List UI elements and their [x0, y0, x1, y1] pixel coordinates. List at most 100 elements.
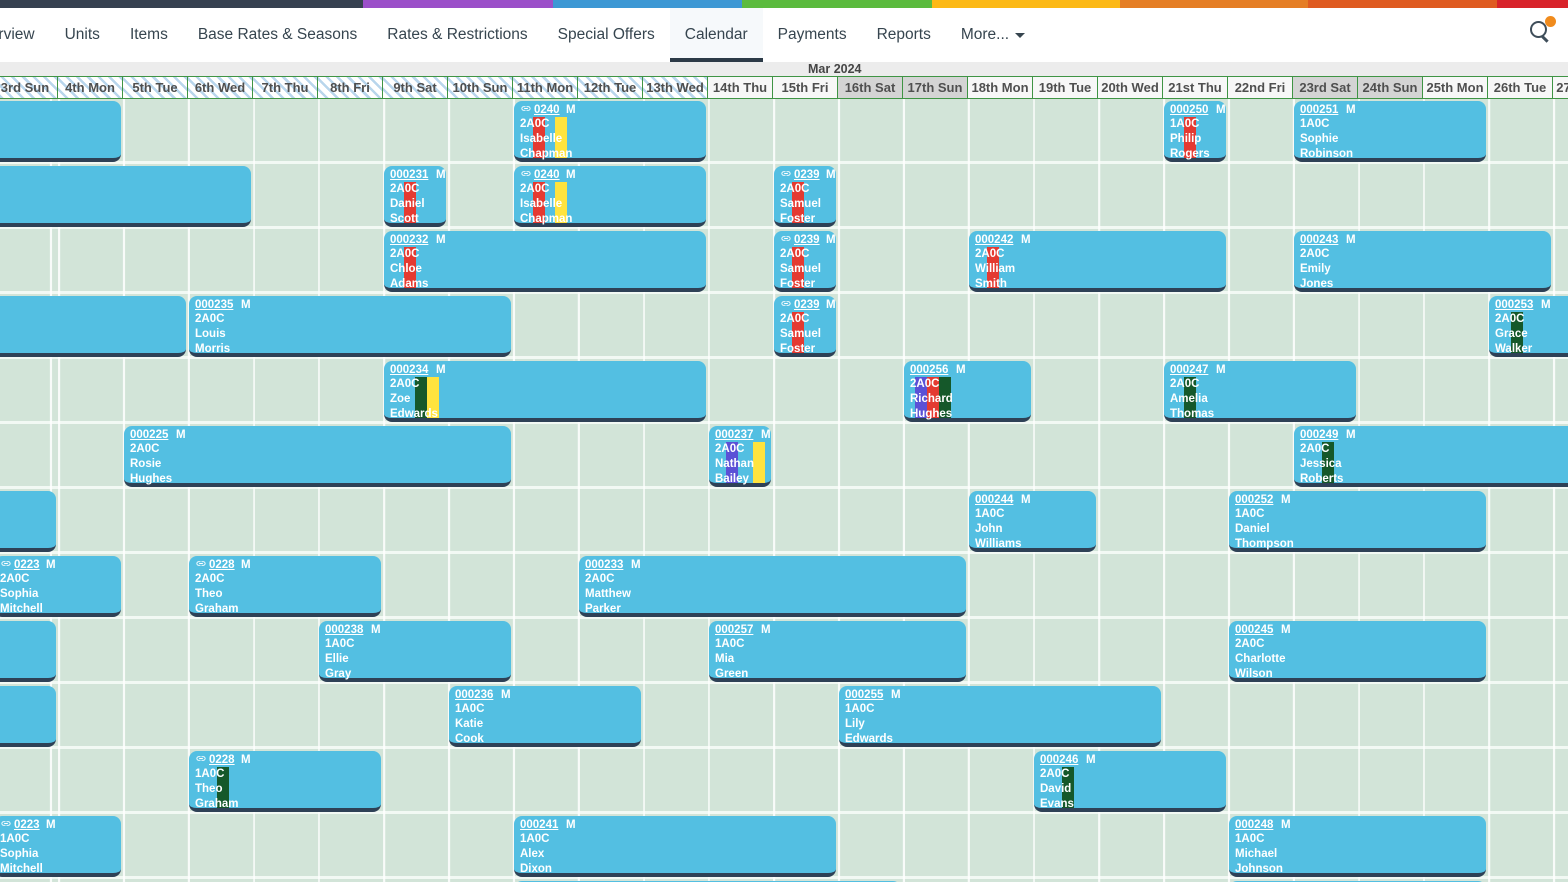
booking-number-link[interactable]: 000245	[1235, 624, 1274, 636]
booking-block-0240[interactable]: 0240 M 2A0C Isabelle Chapman	[514, 101, 706, 162]
booking-block-000235[interactable]: 000235 M 2A0C Louis Morris	[189, 296, 511, 357]
booking-block-0240[interactable]: 0240 M 2A0C Isabelle Chapman	[514, 166, 706, 227]
booking-block[interactable]	[0, 686, 56, 747]
day-header-12th-tue[interactable]: 12th Tue	[578, 77, 643, 98]
booking-block-000225[interactable]: 000225 M 2A0C Rosie Hughes	[124, 426, 511, 487]
booking-m-marker[interactable]: M	[1541, 299, 1551, 311]
tab-special-offers[interactable]: Special Offers	[543, 8, 670, 62]
booking-number-link[interactable]: 000235	[195, 299, 234, 311]
booking-number-link[interactable]: 000257	[715, 624, 754, 636]
tab-more[interactable]: More...	[946, 8, 1040, 62]
booking-m-marker[interactable]: M	[241, 299, 251, 311]
booking-block-0239[interactable]: 0239 M 2A0C Samuel Foster	[774, 296, 836, 357]
tab-base-rates-seasons[interactable]: Base Rates & Seasons	[183, 8, 372, 62]
day-header-24th-sun[interactable]: 24th Sun	[1358, 77, 1423, 98]
booking-number-link[interactable]: 000253	[1495, 299, 1534, 311]
booking-block-000256[interactable]: 000256 M 2A0C Richard Hughes	[904, 361, 1031, 422]
booking-m-marker[interactable]: M	[176, 429, 186, 441]
booking-block-000245[interactable]: 000245 M 2A0C Charlotte Wilson	[1229, 621, 1486, 682]
tab-units[interactable]: Units	[50, 8, 115, 62]
day-header-16th-sat[interactable]: 16th Sat	[838, 77, 903, 98]
booking-number-link[interactable]: 0240	[534, 169, 560, 181]
tab-overview[interactable]: Overview	[0, 8, 50, 62]
booking-number-link[interactable]: 000255	[845, 689, 884, 701]
booking-number-link[interactable]: 0239	[794, 234, 820, 246]
booking-number-link[interactable]: 000251	[1300, 104, 1339, 116]
day-header-17th-sun[interactable]: 17th Sun	[903, 77, 968, 98]
booking-number-link[interactable]: 000242	[975, 234, 1014, 246]
booking-block-000248[interactable]: 000248 M 1A0C Michael Johnson	[1229, 816, 1486, 877]
booking-m-marker[interactable]: M	[371, 624, 381, 636]
booking-block-000246[interactable]: 000246 M 2A0C David Evans	[1034, 751, 1226, 812]
booking-block-000236[interactable]: 000236 M 1A0C Katie Cook	[449, 686, 641, 747]
booking-block[interactable]	[0, 621, 56, 682]
booking-block-0239[interactable]: 0239 M 2A0C Samuel Foster	[774, 166, 836, 227]
booking-number-link[interactable]: 0223	[14, 819, 40, 831]
booking-block-0228[interactable]: 0228 M 1A0C Theo Graham	[189, 751, 381, 812]
booking-block[interactable]	[0, 491, 56, 552]
booking-block-000257[interactable]: 000257 M 1A0C Mia Green	[709, 621, 966, 682]
booking-m-marker[interactable]: M	[1216, 104, 1226, 116]
booking-m-marker[interactable]: M	[1086, 754, 1096, 766]
booking-m-marker[interactable]: M	[1281, 624, 1291, 636]
day-header-14th-thu[interactable]: 14th Thu	[708, 77, 773, 98]
booking-m-marker[interactable]: M	[956, 364, 966, 376]
booking-block-000251[interactable]: 000251 M 1A0C Sophie Robinson	[1294, 101, 1486, 162]
booking-number-link[interactable]: 000243	[1300, 234, 1339, 246]
booking-number-link[interactable]: 0239	[794, 169, 820, 181]
booking-block-000231[interactable]: 000231 M 2A0C Daniel Scott	[384, 166, 446, 227]
booking-block-000253[interactable]: 000253 M 2A0C Grace Walker	[1489, 296, 1568, 357]
booking-number-link[interactable]: 000248	[1235, 819, 1274, 831]
booking-number-link[interactable]: 000252	[1235, 494, 1274, 506]
booking-block-000234[interactable]: 000234 M 2A0C Zoe Edwards	[384, 361, 706, 422]
booking-block-000255[interactable]: 000255 M 1A0C Lily Edwards	[839, 686, 1161, 747]
tab-calendar[interactable]: Calendar	[669, 8, 763, 62]
search-icon[interactable]	[1530, 21, 1547, 38]
day-header-6th-wed[interactable]: 6th Wed	[188, 77, 253, 98]
day-header-9th-sat[interactable]: 9th Sat	[383, 77, 448, 98]
booking-block-000232[interactable]: 000232 M 2A0C Chloe Adams	[384, 231, 706, 292]
booking-block[interactable]	[0, 101, 121, 162]
day-header-20th-wed[interactable]: 20th Wed	[1098, 77, 1163, 98]
booking-number-link[interactable]: 0239	[794, 299, 820, 311]
day-header-25th-mon[interactable]: 25th Mon	[1423, 77, 1488, 98]
booking-m-marker[interactable]: M	[566, 169, 576, 181]
booking-block-0223[interactable]: 0223 M 2A0C Sophia Mitchell	[0, 556, 121, 617]
booking-block-0228[interactable]: 0228 M 2A0C Theo Graham	[189, 556, 381, 617]
booking-m-marker[interactable]: M	[1346, 429, 1356, 441]
day-header-7th-thu[interactable]: 7th Thu	[253, 77, 318, 98]
booking-number-link[interactable]: 0228	[209, 754, 235, 766]
booking-block-000241[interactable]: 000241 M 1A0C Alex Dixon	[514, 816, 836, 877]
booking-number-link[interactable]: 000231	[390, 169, 429, 181]
day-header-18th-mon[interactable]: 18th Mon	[968, 77, 1033, 98]
booking-m-marker[interactable]: M	[46, 819, 56, 831]
day-header-13th-wed[interactable]: 13th Wed	[643, 77, 708, 98]
booking-m-marker[interactable]: M	[1281, 819, 1291, 831]
booking-number-link[interactable]: 000249	[1300, 429, 1339, 441]
booking-number-link[interactable]: 000236	[455, 689, 494, 701]
booking-number-link[interactable]: 000250	[1170, 104, 1209, 116]
day-header-23rd-sat[interactable]: 23rd Sat	[1293, 77, 1358, 98]
booking-m-marker[interactable]: M	[1021, 494, 1031, 506]
booking-m-marker[interactable]: M	[826, 234, 836, 246]
booking-number-link[interactable]: 000256	[910, 364, 949, 376]
booking-m-marker[interactable]: M	[436, 169, 446, 181]
booking-block-000233[interactable]: 000233 M 2A0C Matthew Parker	[579, 556, 966, 617]
booking-block[interactable]	[0, 166, 251, 227]
booking-m-marker[interactable]: M	[826, 169, 836, 181]
day-header-15th-fri[interactable]: 15th Fri	[773, 77, 838, 98]
day-header-4th-mon[interactable]: 4th Mon	[58, 77, 123, 98]
booking-number-link[interactable]: 000232	[390, 234, 429, 246]
booking-m-marker[interactable]: M	[1281, 494, 1291, 506]
booking-block-000243[interactable]: 000243 M 2A0C Emily Jones	[1294, 231, 1551, 292]
booking-block-000244[interactable]: 000244 M 1A0C John Williams	[969, 491, 1096, 552]
search-button[interactable]	[1528, 16, 1562, 50]
booking-block-0223[interactable]: 0223 M 1A0C Sophia Mitchell	[0, 816, 121, 877]
booking-number-link[interactable]: 0240	[534, 104, 560, 116]
booking-m-marker[interactable]: M	[631, 559, 641, 571]
booking-m-marker[interactable]: M	[1216, 364, 1226, 376]
booking-m-marker[interactable]: M	[1346, 104, 1356, 116]
booking-block[interactable]	[0, 296, 186, 357]
booking-number-link[interactable]: 0223	[14, 559, 40, 571]
day-header-22nd-fri[interactable]: 22nd Fri	[1228, 77, 1293, 98]
